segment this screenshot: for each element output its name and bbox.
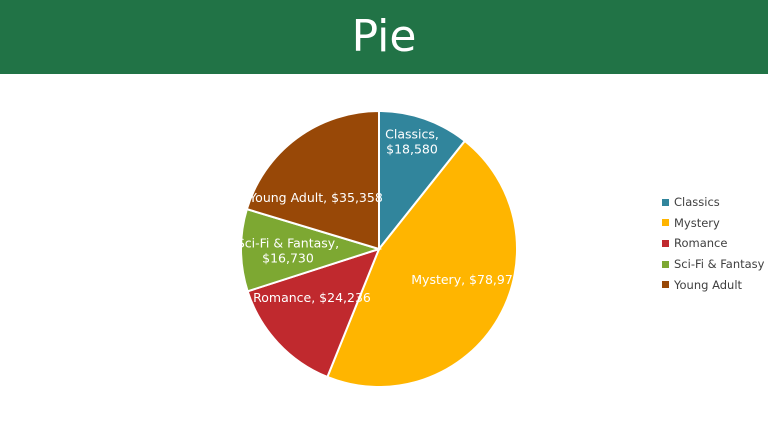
pie-slice-young-adult xyxy=(245,109,380,251)
legend-item: Classics xyxy=(662,192,764,213)
legend-swatch xyxy=(662,198,669,206)
legend-label: Mystery xyxy=(674,215,720,230)
pie-slice-sci-fi-fantasy xyxy=(240,207,383,293)
legend-label: Sci-Fi & Fantasy xyxy=(674,257,765,272)
legend-item: Sci-Fi & Fantasy xyxy=(662,254,764,275)
legend-item: Young Adult xyxy=(662,274,764,295)
chart-legend: Classics Mystery Romance Sci-Fi & Fantasy Yo… xyxy=(662,192,764,295)
pie-slice-mystery xyxy=(326,139,518,388)
legend-label: Young Adult xyxy=(674,277,743,292)
legend-item: Romance xyxy=(662,233,764,254)
data-label-sci-fi-fantasy: Sci-Fi & Fantasy, $16,730 xyxy=(237,236,339,266)
legend-swatch xyxy=(662,219,669,227)
data-label-romance: Romance, $24,236 xyxy=(253,290,371,305)
legend-item: Mystery xyxy=(662,213,764,234)
title-banner: Pie xyxy=(0,0,768,74)
pie-slice-classics xyxy=(378,109,467,252)
legend-swatch xyxy=(662,260,669,268)
page-title: Pie xyxy=(351,11,417,62)
data-label-classics: Classics, $18,580 xyxy=(385,127,439,157)
legend-swatch xyxy=(662,281,669,289)
legend-label: Classics xyxy=(674,195,720,210)
data-label-mystery: Mystery, $78,970 xyxy=(411,272,521,287)
data-label-young-adult: Young Adult, $35,358 xyxy=(248,190,383,205)
legend-label: Romance xyxy=(674,236,728,251)
legend-swatch xyxy=(662,239,669,247)
